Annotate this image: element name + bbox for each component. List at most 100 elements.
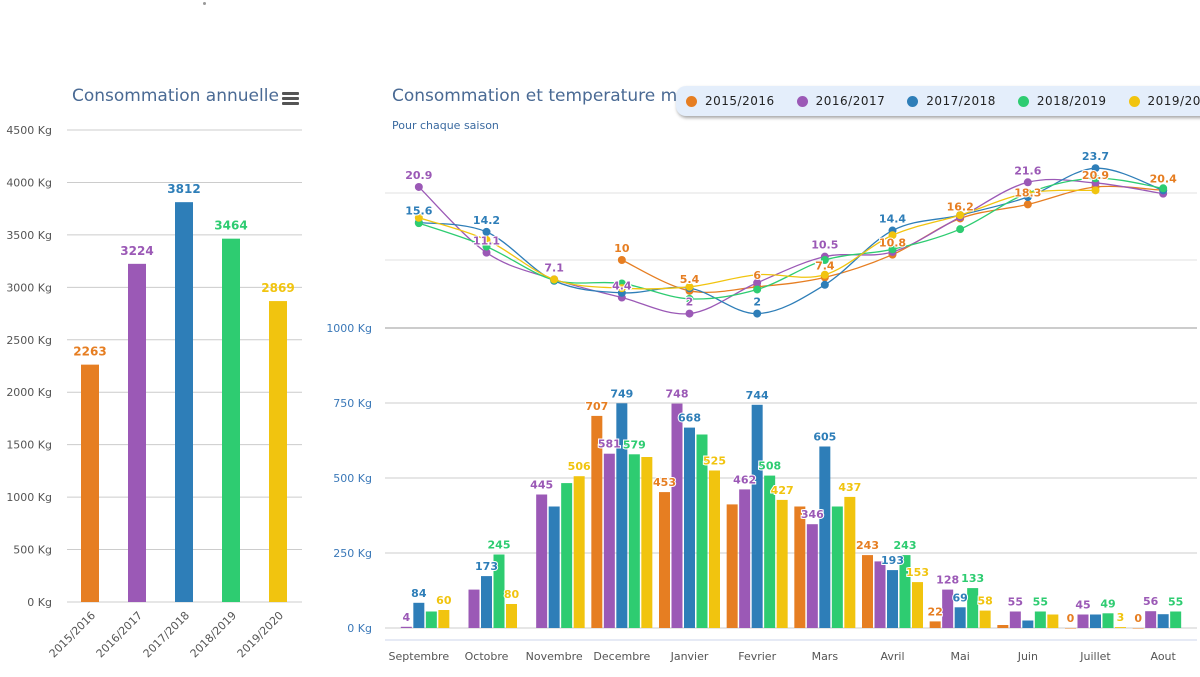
legend-dot (686, 95, 697, 107)
data-label: 437 (838, 481, 861, 494)
bar-2015-2016 (1065, 628, 1076, 629)
x-tick-label: 2018/2019 (188, 609, 239, 660)
temp-label: 14.2 (473, 214, 500, 227)
bar-2016-2017 (400, 626, 412, 628)
data-label: 193 (881, 554, 904, 567)
bar-2018-2019 (561, 483, 573, 628)
bar-2016-2017 (1077, 614, 1089, 628)
data-label: 2869 (261, 281, 294, 295)
bar-2019-2020 (844, 496, 856, 628)
x-tick-label: Mars (812, 650, 839, 663)
data-label: 445 (530, 479, 553, 492)
legend-item-2019-2020[interactable]: 2019/2020 (1128, 94, 1200, 108)
x-tick-label: 2019/2020 (235, 609, 286, 660)
y-tick-label: 1500 Kg (6, 439, 52, 452)
y-tick-label: 2500 Kg (6, 334, 52, 347)
temp-label: 5.4 (680, 273, 700, 286)
bar-2017-2018 (684, 427, 695, 628)
legend-item-2015-2016[interactable]: 2015/2016 (686, 94, 775, 108)
temp-label: 7.1 (544, 261, 564, 274)
data-label: 58 (978, 595, 993, 608)
legend-dot (796, 95, 808, 107)
temp-point (685, 294, 694, 303)
temp-label: 14.4 (879, 213, 906, 226)
temp-point (617, 284, 626, 293)
data-label: 133 (961, 572, 984, 585)
temp-label: 2 (686, 296, 694, 309)
data-label: 153 (906, 566, 929, 579)
data-label: 55 (1033, 596, 1048, 609)
bar-2017-2018 (1022, 620, 1034, 628)
x-tick-label: Decembre (593, 650, 650, 663)
temp-point (482, 248, 491, 257)
temp-label: 23.7 (1082, 150, 1109, 163)
legend-label: 2017/2018 (926, 94, 996, 108)
x-tick-label: 2017/2018 (141, 609, 192, 660)
temp-point (617, 256, 626, 264)
legend-dot (907, 95, 919, 107)
x-tick-label: Juillet (1079, 650, 1111, 663)
temp-label: 20.9 (405, 169, 432, 182)
data-label: 49 (1100, 597, 1115, 610)
bar-2015-2016 (862, 555, 873, 628)
temp-label: 15.6 (405, 204, 432, 217)
data-label: 4 (403, 611, 411, 624)
data-label: 453 (653, 476, 676, 489)
data-label: 84 (411, 587, 427, 600)
temp-line-2016-2017 (418, 178, 1164, 315)
legend-item-2018-2019[interactable]: 2018/2019 (1017, 94, 1107, 108)
temp-point (888, 231, 897, 240)
data-label: 346 (801, 508, 824, 521)
hamburger-menu-icon[interactable] (282, 92, 299, 106)
bar-2018-2019 (899, 555, 911, 628)
temp-point (753, 309, 762, 318)
temp-label: 21.6 (1014, 164, 1041, 177)
data-label: 128 (936, 574, 959, 587)
x-tick-label: Septembre (389, 650, 450, 663)
temp-point (956, 211, 965, 220)
temp-label: 4.4 (612, 280, 632, 293)
legend-dot (1128, 95, 1140, 107)
bar-2018-2019 (967, 588, 979, 628)
bar-2016-2017 (739, 489, 751, 628)
bar-2018-2019 (222, 238, 240, 602)
legend-item-2017-2018[interactable]: 2017/2018 (907, 94, 996, 108)
legend-label: 2019/2020 (1147, 94, 1200, 108)
temp-label: 11.1 (473, 235, 500, 248)
x-tick-label: Avril (880, 650, 904, 663)
temp-label: 20.9 (1082, 169, 1109, 182)
temp-point (685, 309, 694, 318)
bar-2016-2017 (942, 589, 954, 628)
data-label: 427 (771, 484, 794, 497)
temp-label: 18.3 (1014, 186, 1041, 199)
bar-2015-2016 (591, 415, 603, 628)
temp-point (1023, 178, 1032, 187)
temp-point (820, 256, 829, 264)
data-label: 462 (733, 473, 756, 486)
temp-point (956, 225, 965, 234)
data-label: 45 (1075, 599, 1090, 612)
monthly-chart-title: Consommation et temperature m (392, 86, 678, 106)
temp-point (820, 280, 829, 289)
data-label: 3464 (214, 219, 247, 233)
x-tick-label: Juin (1017, 650, 1038, 663)
y-tick-label: 1000 Kg (326, 322, 372, 335)
bar-2017-2018 (548, 506, 560, 628)
data-label: 55 (1168, 596, 1183, 609)
bar-2017-2018 (751, 404, 763, 628)
data-label: 55 (1008, 596, 1023, 609)
data-label: 579 (623, 438, 646, 451)
bar-2019-2020 (1047, 614, 1059, 628)
legend-dot (1017, 95, 1029, 107)
y-tick-label: 750 Kg (333, 397, 372, 410)
data-label: 173 (475, 560, 498, 573)
legend-item-2016-2017[interactable]: 2016/2017 (796, 94, 886, 108)
legend-label: 2015/2016 (705, 94, 775, 108)
bar-2018-2019 (1170, 611, 1182, 628)
temp-label: 20.4 (1150, 172, 1177, 185)
data-label: 80 (504, 588, 520, 601)
data-label: 508 (758, 460, 781, 473)
bar-2015-2016 (997, 625, 1009, 628)
bar-2019-2020 (1115, 627, 1126, 628)
